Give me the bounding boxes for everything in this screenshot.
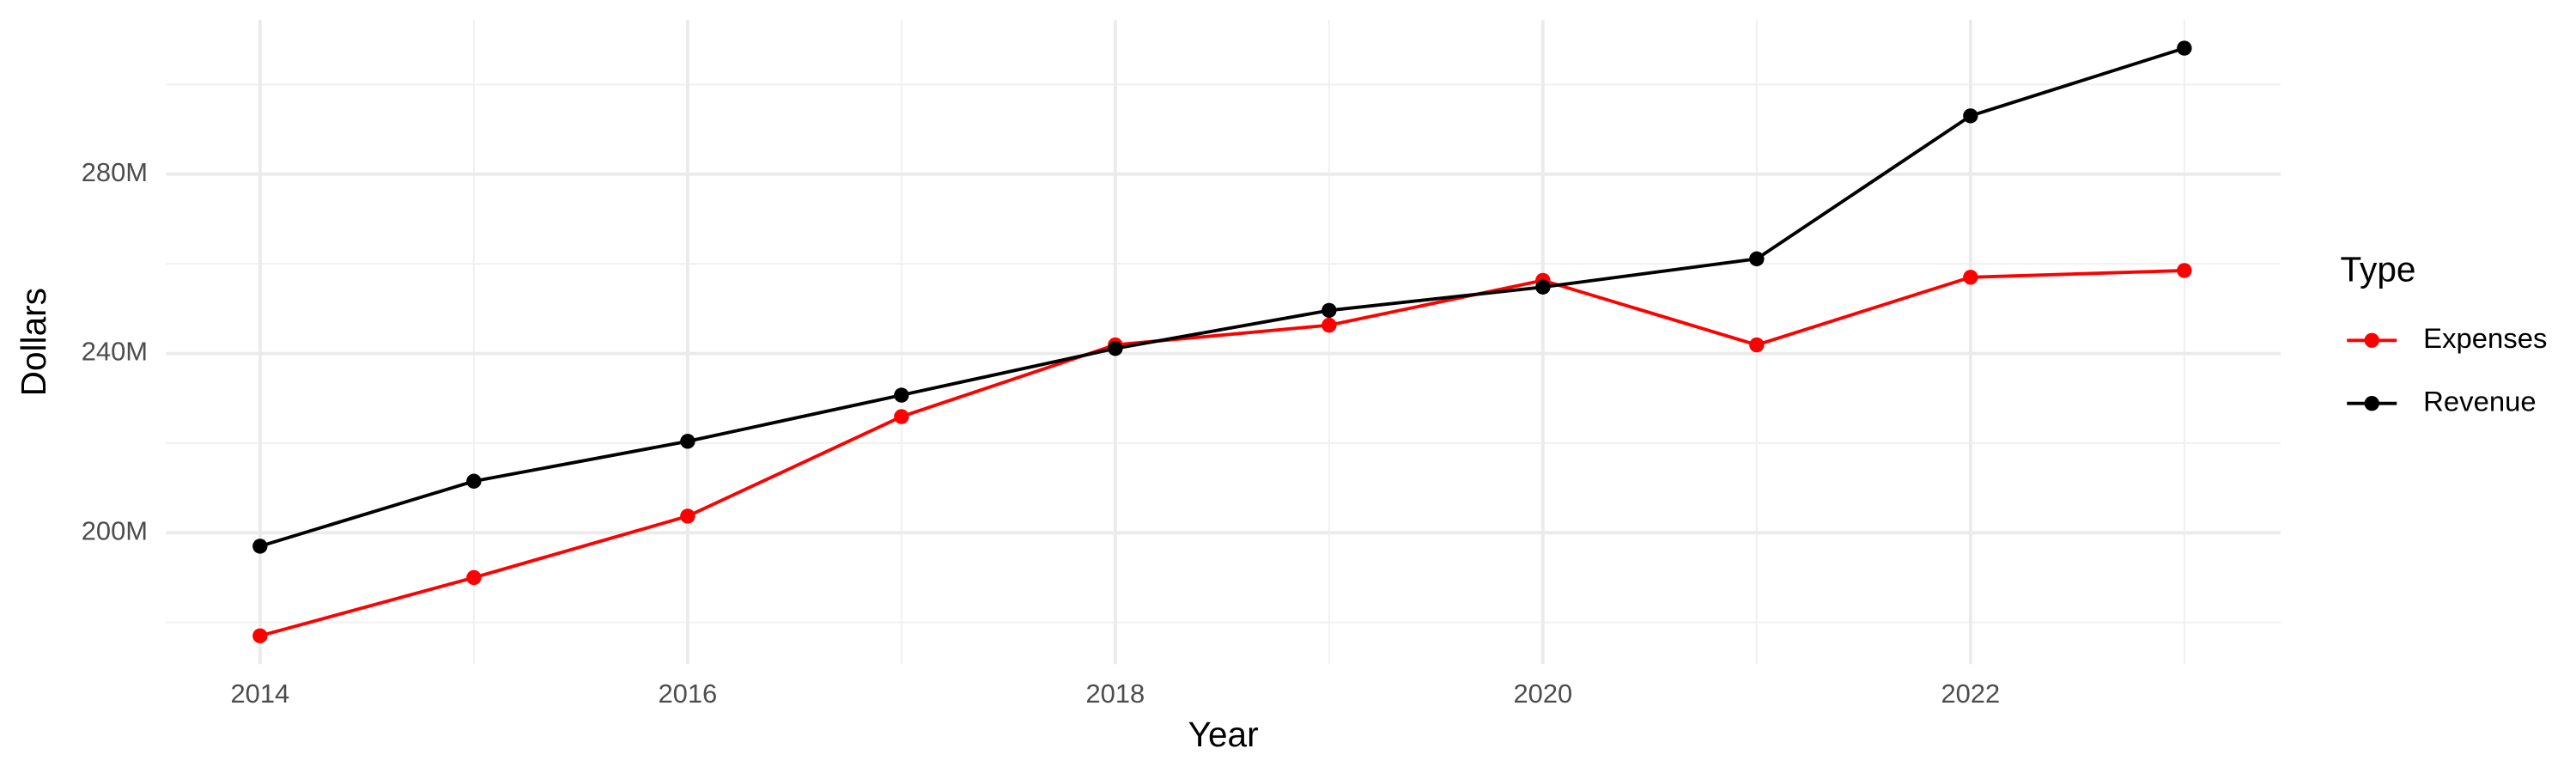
series-line [259,46,2185,548]
y-tick-label: 240M [82,337,148,367]
data-point [894,387,909,403]
data-point [1321,317,1337,333]
data-point [680,508,696,524]
legend-marker [2364,332,2379,348]
x-tick-label: 2016 [658,679,717,709]
data-point [2177,263,2192,278]
legend-marker [2364,396,2379,411]
y-tick-label: 200M [82,515,148,545]
data-point [1321,302,1337,319]
grid: 200M 240M 280M 2014 2016 2018 2020 2022 [82,20,2281,709]
marks: Expenses Revenue [252,40,2547,644]
x-axis-title: Year [1188,715,1259,754]
data-point [1749,251,1765,267]
y-tick-label: 280M [82,157,148,187]
x-tick-label: 2022 [1941,679,2000,709]
x-tick-label: 2020 [1513,679,1572,709]
data-point [1749,337,1765,353]
legend-title: Type [2341,250,2416,289]
data-point [894,409,909,424]
y-axis-title: Dollars [14,288,53,396]
legend-label: Revenue [2423,385,2537,417]
data-point [1535,279,1551,295]
data-point [1963,270,1978,285]
data-point [466,473,482,489]
x-tick-label: 2014 [230,679,289,709]
data-point [2177,40,2192,56]
data-point [680,434,696,449]
legend-label: Expenses [2423,322,2547,354]
series-line [259,269,2184,638]
data-point [1963,108,1978,124]
data-point [466,569,482,586]
x-tick-label: 2018 [1085,679,1145,709]
data-point [1108,341,1123,356]
data-point [252,628,268,644]
data-point [252,539,268,554]
